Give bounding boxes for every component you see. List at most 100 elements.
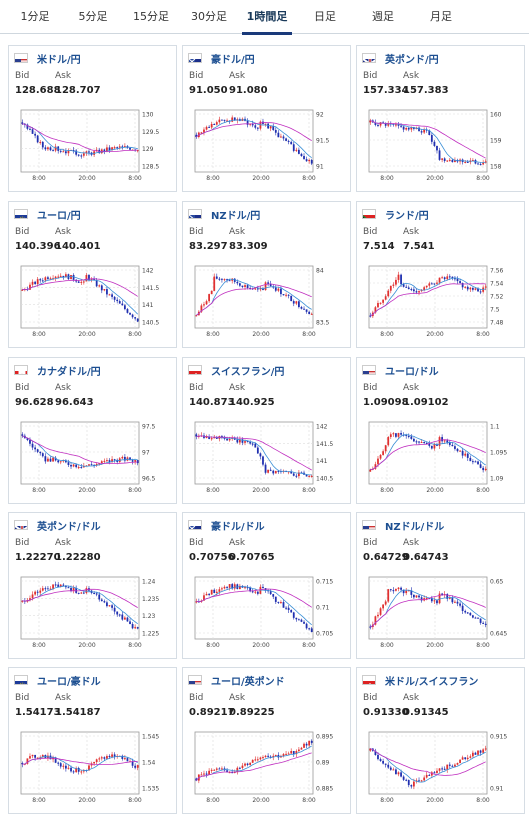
candle-body	[436, 770, 438, 774]
rate-card[interactable]: 米ドル/円 Bid Ask 128.688 128.707 130 129.5 129 128.…	[8, 45, 177, 192]
currency-pair-link[interactable]: カナダドル/円	[37, 366, 101, 378]
tab-2[interactable]: 15分足	[133, 10, 169, 23]
currency-pair-link[interactable]: 米ドル/円	[37, 54, 81, 66]
candle-body	[208, 593, 211, 595]
rate-card[interactable]: 豪ドル/円 Bid Ask 91.050 91.080 92 91.5 91 8:00 20:00…	[182, 45, 351, 192]
candle-body	[451, 597, 454, 603]
candle-body	[136, 627, 139, 629]
candle-body	[123, 146, 126, 148]
timeframe-tabs: 1分足 5分足 15分足 30分足 1時間足 日足 週足 月足	[0, 0, 529, 35]
tab-3[interactable]: 30分足	[191, 10, 227, 23]
rate-card[interactable]: スイスフラン/円 Bid Ask 140.873 140.925 142 141.5 141 1…	[182, 357, 351, 504]
y-tick-label: 141	[316, 458, 328, 465]
candle-body	[285, 753, 287, 755]
moving-average-short-line	[370, 120, 486, 163]
currency-pair-link[interactable]: ユーロ/英ポンド	[211, 676, 285, 688]
candle-body	[77, 467, 80, 469]
candle-body	[456, 763, 459, 765]
candle-body	[215, 122, 218, 125]
candle-body	[116, 299, 119, 302]
candle-body	[305, 159, 308, 162]
candle-body	[308, 628, 311, 630]
candle-body	[106, 147, 108, 152]
card-header: カナダドル/円	[14, 363, 101, 378]
currency-pair-link[interactable]: ユーロ/ドル	[385, 366, 439, 378]
tab-6[interactable]: 週足	[372, 10, 394, 23]
candle-body	[400, 772, 402, 777]
card-header: ランド/円	[362, 207, 429, 222]
y-tick-label: 7.54	[490, 281, 504, 288]
ask-label: Ask	[229, 227, 246, 237]
tab-7[interactable]: 月足	[430, 10, 452, 23]
candle-body	[21, 600, 24, 602]
ask-value: 140.925	[229, 397, 275, 408]
candle-body	[451, 444, 454, 447]
currency-pair-link[interactable]: NZドル/円	[211, 210, 261, 222]
card-header: 英ポンド/円	[362, 51, 439, 66]
candle-body	[479, 464, 482, 468]
candle-body	[108, 605, 111, 607]
rate-card[interactable]: カナダドル/円 Bid Ask 96.628 96.643 97.5 97 96.5 8:00 2…	[8, 357, 177, 504]
tab-0[interactable]: 1分足	[20, 10, 50, 23]
rate-card[interactable]: ユーロ/英ポンド Bid Ask 0.89217 0.89225 0.895 0.89 0.8…	[182, 667, 351, 814]
candle-body	[377, 458, 379, 465]
moving-average-long-line	[22, 588, 138, 608]
currency-pair-link[interactable]: スイスフラン/円	[211, 366, 285, 378]
tab-5[interactable]: 日足	[314, 10, 336, 23]
candle-body	[446, 764, 449, 770]
candle-body	[295, 751, 298, 755]
ask-label: Ask	[229, 538, 246, 548]
y-tick-label: 1.225	[142, 631, 159, 638]
rate-card[interactable]: NZドル/円 Bid Ask 83.297 83.309 84 83.5 8:00 20:00 8…	[182, 201, 351, 348]
rate-card[interactable]: 英ポンド/円 Bid Ask 157.334 157.383 160 159 158 8:00 2…	[356, 45, 525, 192]
rate-card[interactable]: NZドル/ドル Bid Ask 0.64729 0.64743 0.65 0.645 8:00…	[356, 512, 525, 659]
currency-pair-link[interactable]: ユーロ/豪ドル	[37, 676, 101, 688]
currency-pair-link[interactable]: 英ポンド/円	[385, 54, 439, 66]
candle-body	[29, 284, 31, 290]
candle-body	[121, 755, 124, 759]
currency-pair-link[interactable]: 米ドル/スイスフラン	[385, 676, 479, 688]
candle-body	[31, 443, 34, 448]
x-tick-label: 20:00	[78, 487, 95, 494]
rate-card[interactable]: ランド/円 Bid Ask 7.514 7.541 7.56 7.54 7.52 7.5 7.48…	[356, 201, 525, 348]
candle-body	[264, 755, 267, 758]
rate-card[interactable]: ユーロ/ドル Bid Ask 1.09098 1.09102 1.1 1.095 1.09 8:…	[356, 357, 525, 504]
candle-body	[477, 163, 479, 165]
rate-card[interactable]: 米ドル/スイスフラン Bid Ask 0.91330 0.91345 0.915 0.91 8…	[356, 667, 525, 814]
candle-body	[441, 277, 444, 279]
moving-average-short-line	[22, 585, 138, 625]
currency-pair-link[interactable]: ランド/円	[385, 210, 429, 222]
candle-body	[425, 285, 428, 288]
currency-pair-link[interactable]: 豪ドル/円	[211, 54, 255, 66]
currency-pair-link[interactable]: NZドル/ドル	[385, 521, 445, 533]
candle-body	[262, 586, 264, 589]
candle-body	[210, 769, 213, 771]
candle-body	[75, 464, 78, 468]
rate-card[interactable]: 英ポンド/ドル Bid Ask 1.22270 1.22280 1.24 1.235 1.23…	[8, 512, 177, 659]
moving-average-long-line	[22, 435, 138, 464]
currency-pair-link[interactable]: ユーロ/円	[37, 210, 81, 222]
candle-body	[228, 584, 231, 588]
candle-body	[310, 475, 313, 477]
tab-1[interactable]: 5分足	[78, 10, 108, 23]
rate-card[interactable]: 豪ドル/ドル Bid Ask 0.70756 0.70765 0.715 0.71 0.705…	[182, 512, 351, 659]
x-tick-label: 8:00	[206, 175, 220, 182]
candle-body	[277, 132, 280, 138]
currency-pair-link[interactable]: 英ポンド/ドル	[37, 521, 101, 533]
tab-4[interactable]: 1時間足	[238, 0, 296, 35]
candle-body	[397, 124, 400, 126]
candle-body	[392, 590, 395, 592]
candle-body	[88, 765, 90, 771]
rate-card[interactable]: ユーロ/円 Bid Ask 140.396 140.401 142 141.5 141 140.…	[8, 201, 177, 348]
candle-body	[126, 617, 129, 622]
rate-card[interactable]: ユーロ/豪ドル Bid Ask 1.54173 1.54187 1.545 1.54 1.53…	[8, 667, 177, 814]
y-tick-label: 1.23	[142, 613, 156, 620]
currency-pair-link[interactable]: 豪ドル/ドル	[211, 521, 265, 533]
candle-body	[382, 604, 385, 609]
candle-body	[215, 437, 218, 439]
candle-body	[129, 312, 131, 315]
card-header: 豪ドル/ドル	[188, 518, 265, 533]
candle-body	[474, 461, 477, 463]
